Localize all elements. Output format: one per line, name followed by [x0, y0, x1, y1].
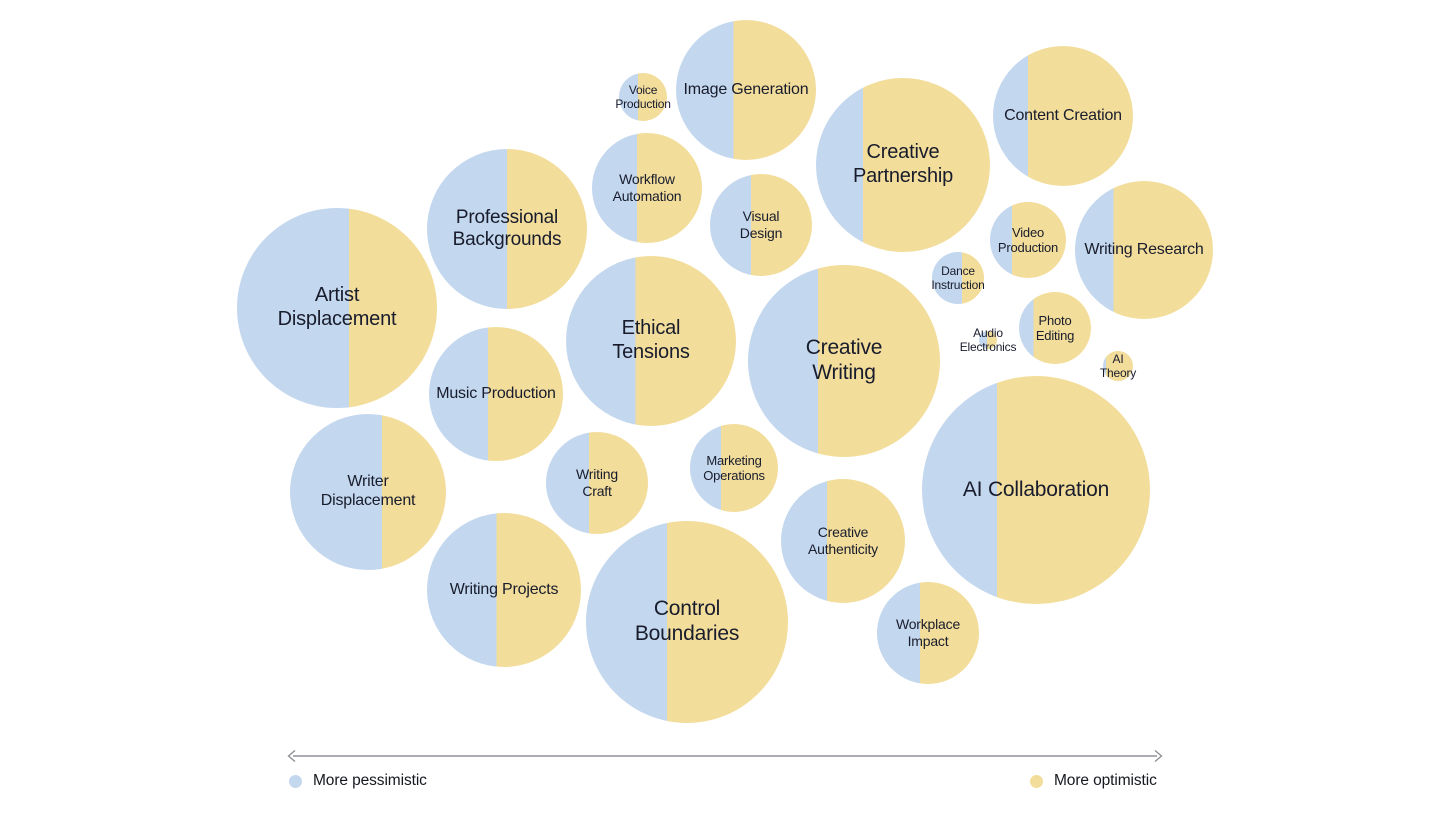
bubble-creative-partnership[interactable]: Creative Partnership: [816, 78, 990, 252]
bubble-professional-backgrounds[interactable]: Professional Backgrounds: [427, 149, 587, 309]
bubble-creative-authenticity[interactable]: Creative Authenticity: [781, 479, 905, 603]
bubble-label: Creative Authenticity: [808, 524, 878, 557]
bubble-writing-craft[interactable]: Writing Craft: [546, 432, 648, 534]
bubble-audio-electronics[interactable]: Audio Electronics: [960, 326, 1017, 354]
bubble-label: Writing Projects: [449, 580, 559, 598]
bubble-image-generation[interactable]: Image Generation: [676, 20, 816, 160]
bubble-ai-collaboration[interactable]: AI Collaboration: [922, 376, 1150, 604]
optimistic-legend-label: More optimistic: [1054, 772, 1157, 789]
bubble-writing-projects[interactable]: Writing Projects: [427, 513, 581, 667]
bubble-marketing-operations[interactable]: Marketing Operations: [690, 424, 778, 512]
bubble-control-boundaries[interactable]: Control Boundaries: [586, 521, 788, 723]
bubble-writing-research[interactable]: Writing Research: [1075, 181, 1213, 319]
bubble-label: Workplace Impact: [895, 616, 961, 649]
bubble-label: Voice Production: [615, 82, 671, 111]
bubble-label: Video Production: [997, 224, 1059, 255]
bubble-artist-displacement[interactable]: Artist Displacement: [237, 208, 437, 408]
bubble-label: Writer Displacement: [320, 473, 416, 509]
bubble-video-production[interactable]: Video Production: [990, 202, 1066, 278]
bubble-label: Control Boundaries: [634, 597, 740, 645]
bubble-label: Visual Design: [739, 208, 783, 241]
bubble-label: Dance Instruction: [931, 263, 985, 292]
bubble-label: AI Theory: [1099, 351, 1137, 380]
bubble-label: Writing Craft: [576, 466, 618, 499]
bubble-photo-editing[interactable]: Photo Editing: [1019, 292, 1091, 364]
legend-optimistic: More optimistic: [1030, 772, 1157, 790]
bubble-label: Creative Partnership: [852, 141, 954, 187]
legend-pessimistic: More pessimistic: [289, 772, 427, 790]
bubble-music-production[interactable]: Music Production: [429, 327, 563, 461]
optimistic-legend-dot-icon: [1030, 774, 1043, 788]
bubble-label: Audio Electronics: [959, 325, 1017, 354]
bubble-creative-writing[interactable]: Creative Writing: [748, 265, 940, 457]
bubble-label: Content Creation: [1004, 106, 1122, 124]
bubble-workplace-impact[interactable]: Workplace Impact: [877, 582, 979, 684]
bubble-label: Professional Backgrounds: [452, 206, 562, 250]
bubble-label: Marketing Operations: [703, 452, 765, 483]
bubble-ai-theory[interactable]: AI Theory: [1099, 351, 1137, 381]
bubble-voice-production[interactable]: Voice Production: [615, 73, 671, 121]
bubble-label: AI Collaboration: [962, 477, 1110, 501]
pessimistic-legend-dot-icon: [289, 774, 302, 788]
bubble-label: Workflow Automation: [612, 171, 682, 204]
pessimistic-legend-label: More pessimistic: [313, 772, 427, 789]
sentiment-axis-arrow: [287, 749, 1163, 763]
bubble-content-creation[interactable]: Content Creation: [993, 46, 1133, 186]
bubble-dance-instruction[interactable]: Dance Instruction: [931, 252, 985, 304]
bubble-label: Music Production: [436, 384, 556, 402]
bubble-label: Artist Displacement: [277, 284, 397, 330]
bubble-workflow-automation[interactable]: Workflow Automation: [592, 133, 702, 243]
bubble-visual-design[interactable]: Visual Design: [710, 174, 812, 276]
bubble-writer-displacement[interactable]: Writer Displacement: [290, 414, 446, 570]
bubble-label: Photo Editing: [1035, 312, 1075, 343]
bubble-label: Ethical Tensions: [612, 317, 690, 363]
bubble-label: Image Generation: [683, 80, 809, 98]
bubble-label: Writing Research: [1084, 240, 1204, 258]
bubble-label: Creative Writing: [805, 336, 883, 384]
bubble-ethical-tensions[interactable]: Ethical Tensions: [566, 256, 736, 426]
